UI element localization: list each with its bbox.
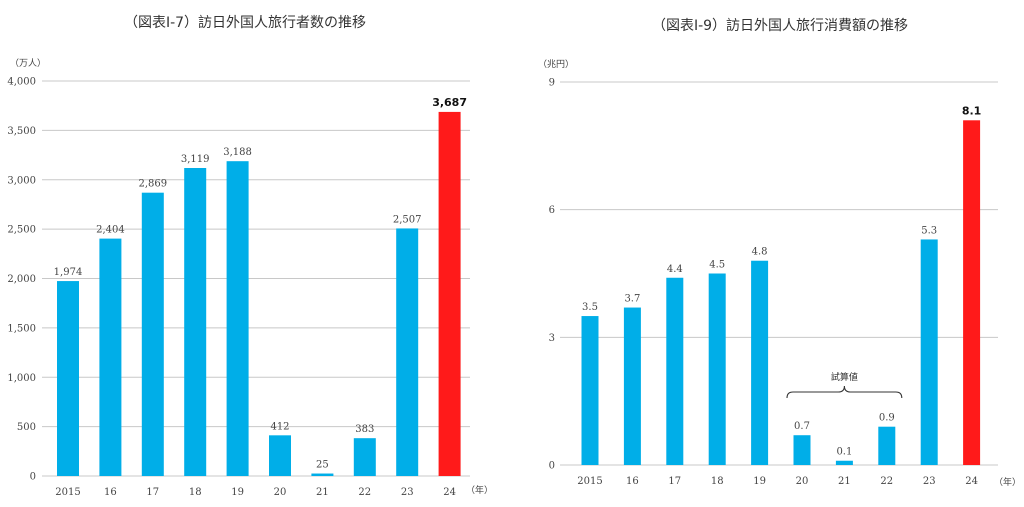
bar: [99, 238, 122, 476]
x-tick-label: 18: [189, 487, 202, 498]
x-tick-label: 19: [231, 487, 244, 498]
bar: [581, 316, 599, 465]
data-label: 1,974: [54, 267, 83, 278]
bar: [920, 239, 938, 465]
y-tick-label: 3: [549, 333, 555, 344]
x-tick-label: 16: [626, 476, 639, 487]
x-tick-label: 23: [401, 487, 414, 498]
bar-highlight: [438, 111, 461, 476]
data-label-highlight: 8.1: [962, 104, 982, 117]
y-tick-label: 0: [30, 472, 36, 483]
bar: [878, 426, 896, 465]
bar: [269, 435, 291, 476]
data-label: 2,869: [138, 179, 167, 190]
data-label: 0.7: [794, 421, 810, 432]
data-label: 3,188: [223, 147, 252, 158]
x-tick-label: 2015: [577, 476, 602, 487]
bar: [623, 307, 641, 465]
x-tick-label: 21: [838, 476, 851, 487]
bar: [353, 438, 376, 476]
chart2-x-unit: （年）: [994, 476, 1021, 488]
bar: [751, 260, 769, 465]
data-label-highlight: 3,687: [432, 96, 467, 109]
data-label: 2,404: [96, 225, 125, 236]
data-label: 0.1: [836, 447, 852, 458]
x-tick-label: 21: [316, 487, 329, 498]
bar: [311, 473, 334, 476]
y-tick-label: 2,000: [7, 274, 36, 285]
chart1-y-unit: （万人）: [10, 58, 46, 69]
x-tick-label: 24: [965, 476, 978, 487]
chart2-title: （図表Ⅰ-9）訪日外国人旅行消費額の推移: [652, 18, 908, 34]
y-tick-label: 3,000: [7, 175, 36, 186]
bar: [835, 460, 853, 465]
x-tick-label: 24: [443, 487, 456, 498]
data-label: 3.7: [624, 294, 640, 305]
data-label: 412: [270, 421, 289, 432]
data-label: 5.3: [921, 225, 937, 236]
y-tick-label: 1,000: [7, 373, 36, 384]
data-label: 4.8: [752, 247, 768, 258]
bar: [708, 273, 726, 465]
data-label: 2,507: [393, 214, 422, 225]
bar: [793, 435, 811, 465]
x-tick-label: 18: [711, 476, 724, 487]
y-tick-label: 2,500: [7, 225, 36, 236]
x-tick-label: 20: [796, 476, 809, 487]
bar: [226, 161, 249, 476]
bar-highlight: [963, 120, 981, 466]
y-tick-label: 1,500: [7, 323, 36, 334]
x-tick-label: 17: [146, 487, 159, 498]
chart1-x-unit: （年）: [466, 484, 493, 496]
x-tick-label: 2015: [55, 487, 80, 498]
y-tick-label: 500: [17, 422, 36, 433]
data-label: 3.5: [582, 302, 598, 313]
x-tick-label: 19: [753, 476, 766, 487]
x-tick-label: 22: [880, 476, 893, 487]
data-label: 4.4: [667, 264, 683, 275]
x-tick-label: 22: [358, 487, 371, 498]
x-tick-label: 23: [923, 476, 936, 487]
data-label: 0.9: [879, 413, 895, 424]
x-tick-label: 16: [104, 487, 117, 498]
data-label: 4.5: [709, 260, 725, 271]
travel-spending-chart: （図表Ⅰ-9）訪日外国人旅行消費額の推移 （兆円） （年） 0 3 6 9 2015 3…: [538, 18, 1021, 488]
x-tick-label: 20: [274, 487, 287, 498]
chart1-title: （図表Ⅰ-7）訪日外国人旅行者数の推移: [124, 15, 366, 31]
data-label: 3,119: [181, 154, 210, 165]
bar: [184, 167, 207, 476]
bar: [141, 192, 164, 476]
y-tick-label: 4,000: [7, 77, 36, 88]
bar: [666, 277, 684, 465]
estimate-annotation-label: 試算値: [831, 371, 858, 383]
y-tick-label: 3,500: [7, 126, 36, 137]
visitor-count-chart: （図表Ⅰ-7）訪日外国人旅行者数の推移 （万人） （年） 0 500 1,000 1,…: [7, 15, 493, 498]
bar: [396, 228, 419, 476]
estimate-brace: [786, 385, 903, 399]
data-label: 25: [316, 460, 329, 471]
y-tick-label: 6: [549, 205, 555, 216]
chart2-y-unit: （兆円）: [538, 59, 574, 70]
x-tick-label: 17: [668, 476, 681, 487]
y-tick-label: 0: [549, 461, 555, 472]
data-label: 383: [355, 424, 374, 435]
y-tick-label: 9: [549, 78, 555, 89]
bar: [57, 281, 79, 476]
